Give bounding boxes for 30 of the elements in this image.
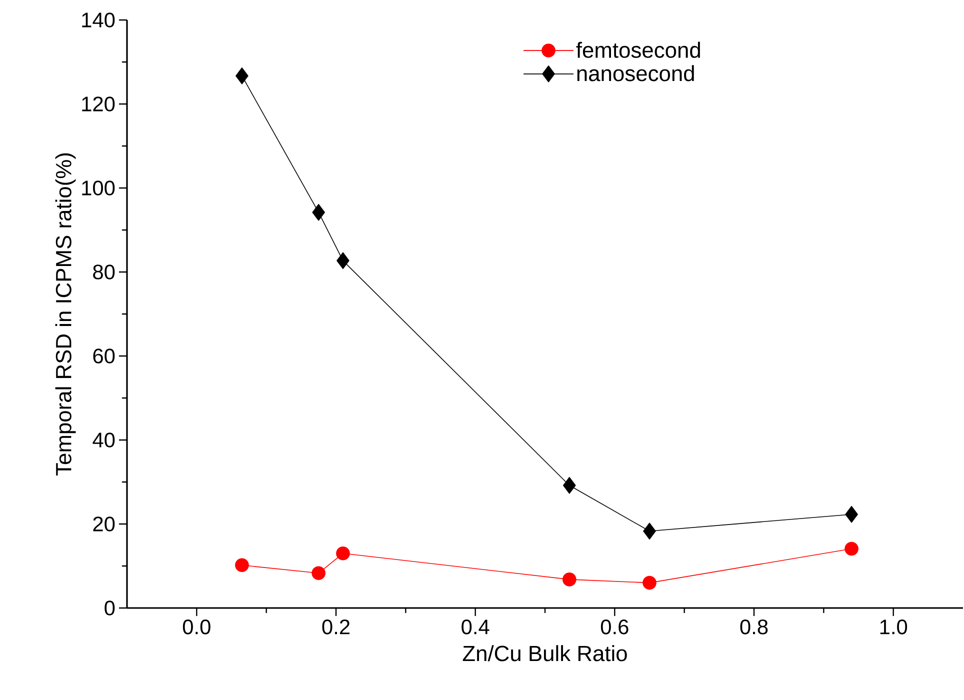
y-tick-label: 20 bbox=[93, 516, 115, 532]
point bbox=[844, 542, 858, 556]
y-tick-label: 140 bbox=[82, 12, 115, 28]
point bbox=[643, 522, 656, 540]
y-tick-label: 0 bbox=[104, 600, 115, 616]
point bbox=[562, 572, 576, 586]
y-tick-label: 80 bbox=[93, 264, 115, 280]
point bbox=[336, 252, 350, 270]
point bbox=[236, 67, 248, 84]
x-tick-label: 1.0 bbox=[880, 620, 908, 634]
y-axis-title: Temporal RSD in ICPMS ratio(%) bbox=[55, 153, 76, 476]
point bbox=[642, 576, 656, 590]
point bbox=[336, 546, 350, 560]
y-tick-label: 60 bbox=[93, 348, 115, 364]
x-tick-label: 0.6 bbox=[600, 620, 628, 634]
x-tick-label: 0.2 bbox=[322, 620, 350, 634]
point bbox=[312, 566, 326, 580]
point bbox=[312, 204, 325, 221]
x-tick-label: 0.8 bbox=[740, 620, 768, 634]
x-axis-title: Zn/Cu Bulk Ratio bbox=[462, 645, 627, 662]
point bbox=[235, 558, 249, 572]
x-tick-label: 0.4 bbox=[462, 620, 490, 634]
point bbox=[562, 476, 576, 494]
x-tick-label: 0.0 bbox=[182, 620, 210, 634]
y-tick-label: 100 bbox=[82, 180, 115, 196]
legend-label: nanosecond bbox=[577, 65, 694, 82]
point bbox=[845, 506, 858, 523]
y-tick-label: 120 bbox=[82, 96, 115, 112]
legend-label: femtosecond bbox=[576, 42, 700, 58]
y-tick-label: 40 bbox=[92, 432, 115, 448]
